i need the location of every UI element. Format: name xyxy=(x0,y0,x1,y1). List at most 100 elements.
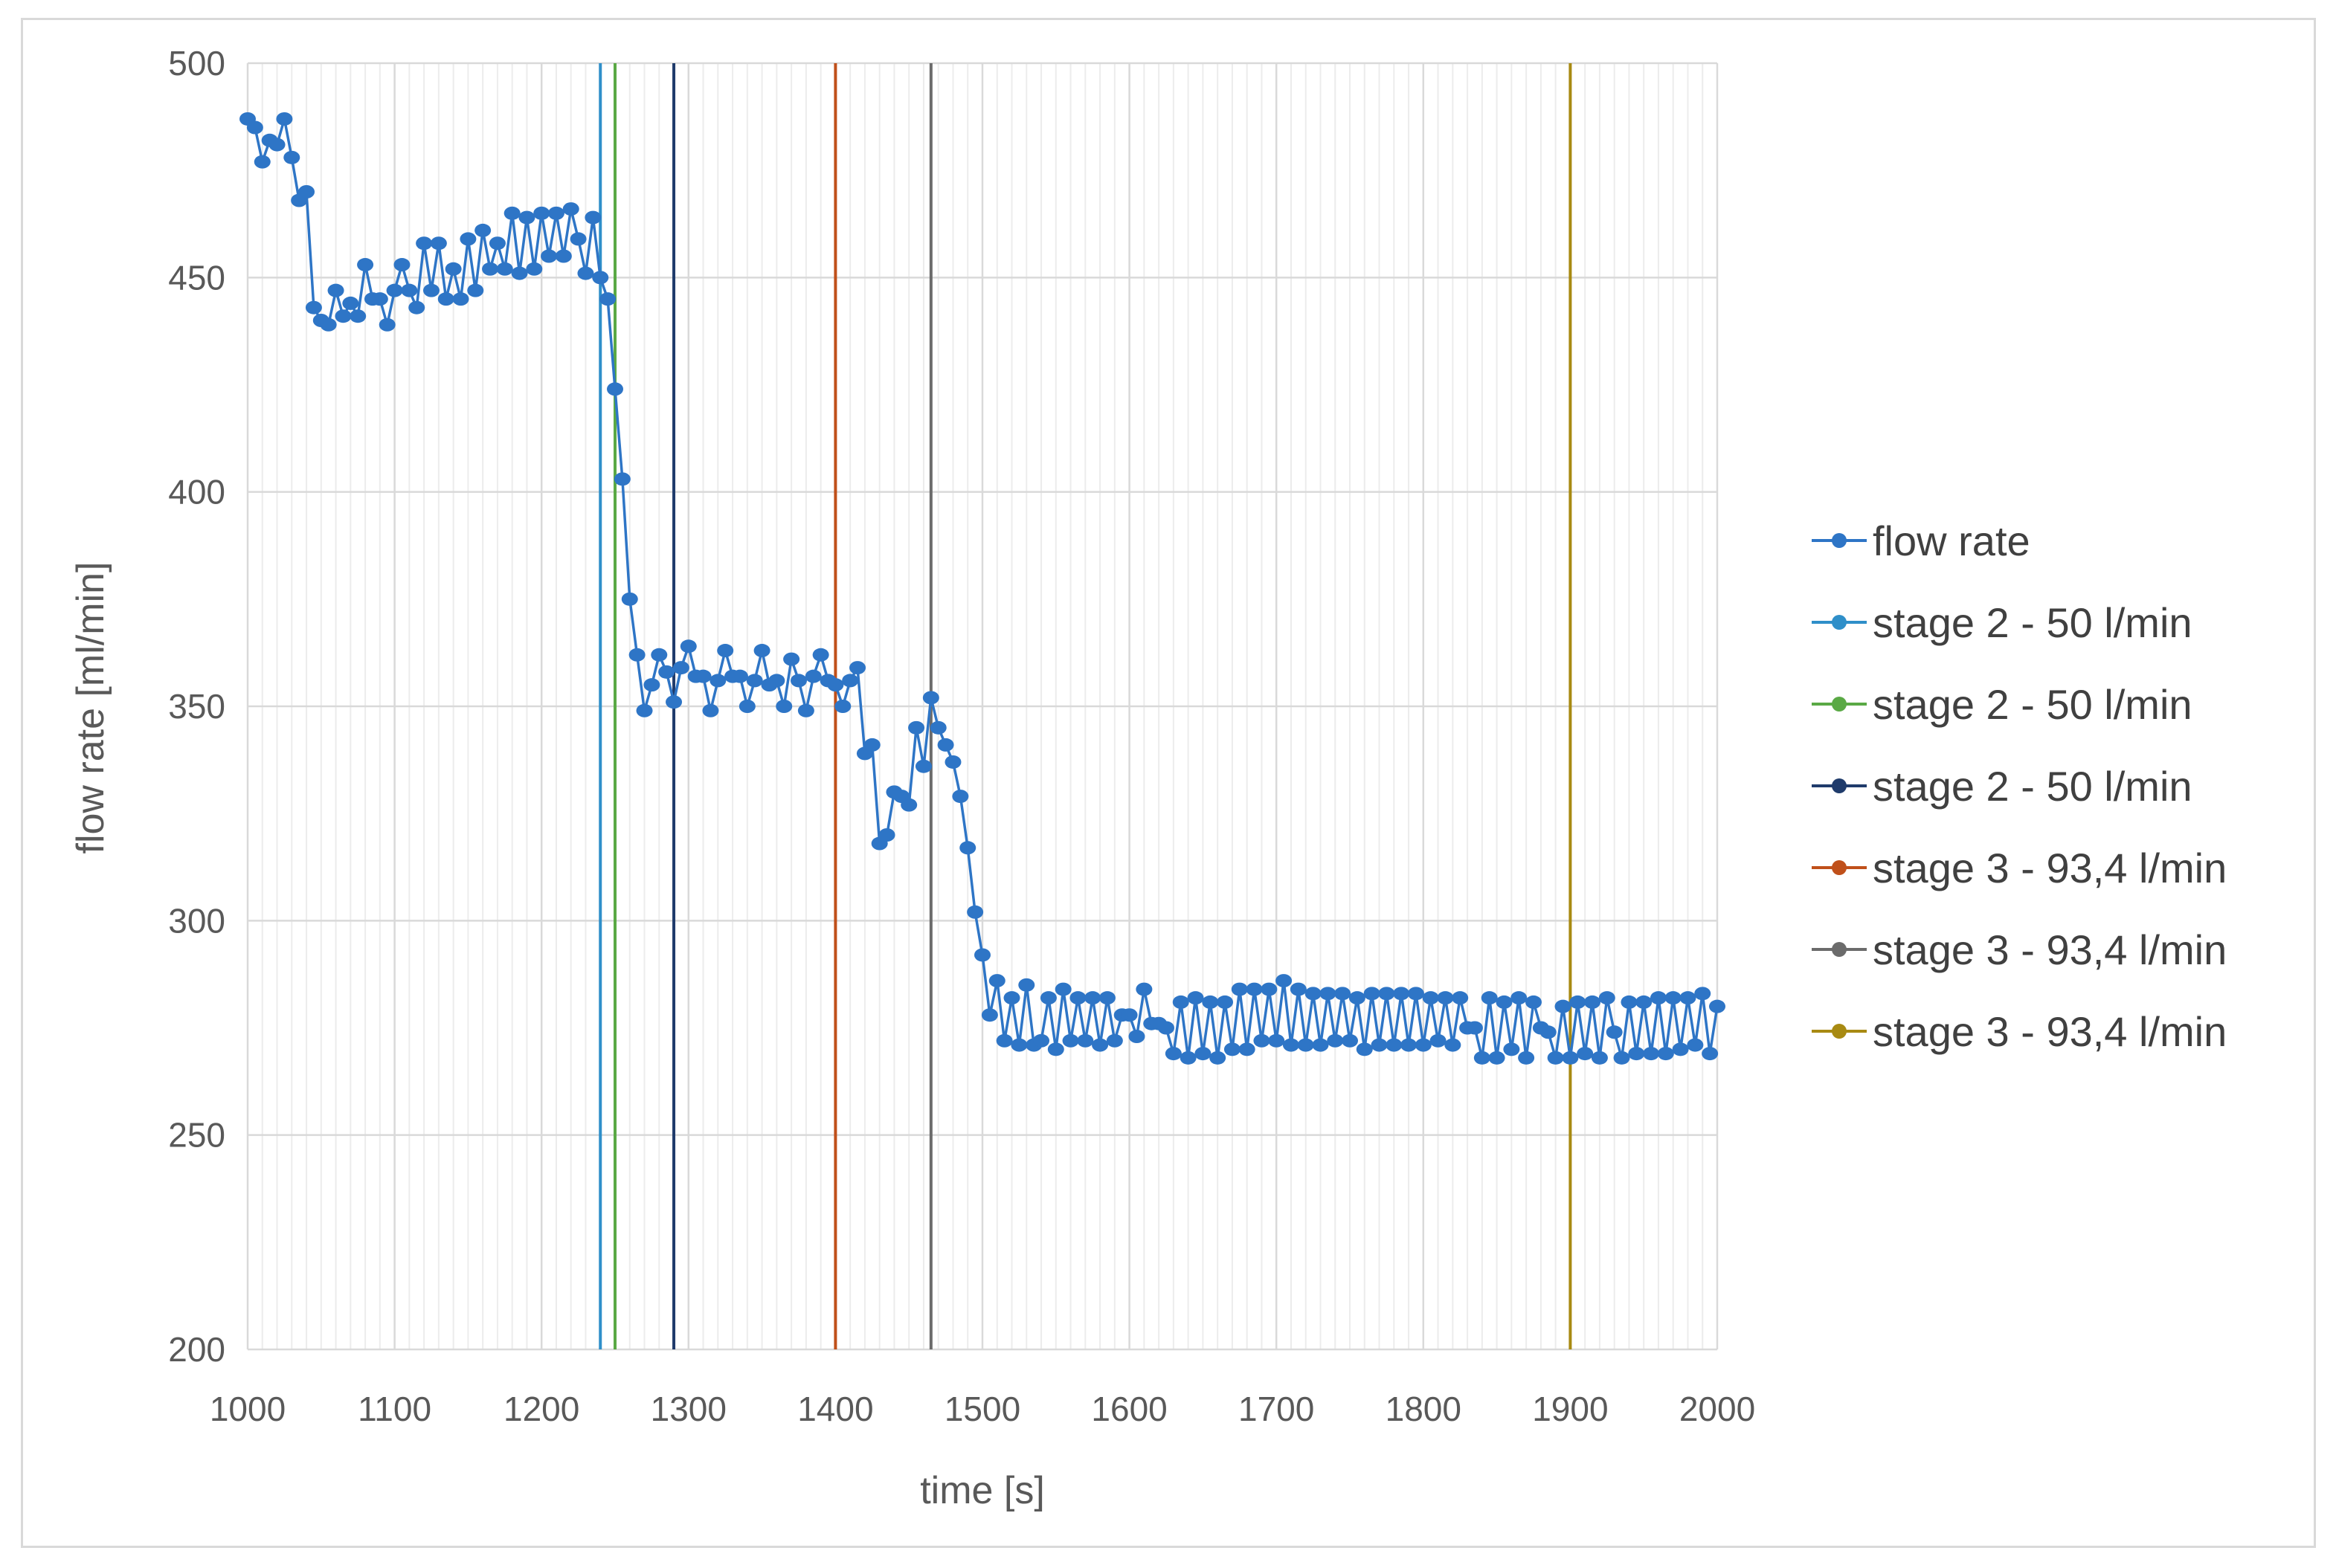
flow-rate-point xyxy=(1223,1042,1241,1056)
flow-rate-point xyxy=(1672,1042,1689,1056)
x-tick-label: 1900 xyxy=(1532,1390,1608,1428)
flow-rate-point xyxy=(1371,1038,1388,1052)
flow-rate-point xyxy=(379,317,396,332)
flow-rate-point xyxy=(1106,1033,1123,1048)
flow-rate-point xyxy=(1547,1051,1564,1065)
flow-rate-point xyxy=(1613,1051,1630,1065)
flow-rate-point xyxy=(592,271,609,285)
x-tick-label: 1200 xyxy=(503,1390,579,1428)
flow-rate-point xyxy=(1452,991,1469,1005)
legend-label-7: stage 3 - 93,4 l/min xyxy=(1873,1008,2227,1055)
legend-swatch-marker-5 xyxy=(1832,860,1847,875)
flow-rate-point xyxy=(1702,1047,1719,1061)
y-axis-title: flow rate [ml/min] xyxy=(69,562,112,854)
flow-rate-point xyxy=(952,790,969,804)
y-tick-label: 450 xyxy=(168,258,225,297)
flow-rate-point xyxy=(430,236,447,251)
y-tick-label: 250 xyxy=(168,1116,225,1155)
flow-rate-point xyxy=(1635,995,1653,1009)
flow-rate-point xyxy=(908,720,925,735)
flow-rate-point xyxy=(797,703,814,717)
legend-label-2: stage 2 - 50 l/min xyxy=(1873,599,2192,646)
flow-rate-point xyxy=(1437,991,1454,1005)
legend: flow rate stage 2 - 50 l/min stage 2 - 50 … xyxy=(1812,517,2227,1055)
flow-rate-point xyxy=(1356,1042,1373,1056)
y-tick-label: 200 xyxy=(168,1330,225,1369)
flow-rate-point xyxy=(1128,1030,1145,1044)
flow-rate-point xyxy=(1297,1038,1314,1052)
flow-rate-point xyxy=(922,691,939,705)
flow-rate-point xyxy=(607,382,623,396)
y-tick-labels: 200 250 300 350 400 450 500 xyxy=(168,44,225,1369)
flow-rate-point xyxy=(342,296,359,310)
flow-rate-point xyxy=(1650,991,1667,1005)
flow-rate-point xyxy=(996,1033,1013,1048)
flow-rate-point xyxy=(371,292,388,306)
x-tick-label: 1300 xyxy=(651,1390,727,1428)
flow-rate-point xyxy=(651,648,668,662)
flow-rate-point xyxy=(246,120,263,135)
flow-rate-point xyxy=(555,249,572,263)
flow-rate-point xyxy=(1643,1047,1660,1061)
flow-rate-point xyxy=(937,738,954,752)
flow-rate-point xyxy=(1363,987,1380,1001)
flow-rate-point xyxy=(423,283,440,297)
x-tick-label: 1000 xyxy=(210,1390,286,1428)
flow-rate-point xyxy=(298,185,315,199)
flow-rate-point xyxy=(1554,999,1571,1013)
flow-rate-point xyxy=(636,703,653,717)
flow-rate-point xyxy=(1342,1033,1358,1048)
flow-rate-point xyxy=(1628,1047,1645,1061)
flow-rate-point xyxy=(1569,995,1586,1009)
flow-rate-point xyxy=(1606,1025,1623,1039)
flow-rate-point xyxy=(1709,999,1725,1013)
x-tick-label: 1700 xyxy=(1238,1390,1314,1428)
flow-rate-point xyxy=(526,262,543,276)
flow-rate-point xyxy=(1657,1047,1674,1061)
flow-rate-point xyxy=(930,720,947,735)
flow-rate-point xyxy=(695,669,712,683)
flow-rate-point xyxy=(1400,1038,1418,1052)
flow-rate-point xyxy=(1334,987,1351,1001)
flow-rate-point xyxy=(1261,982,1278,996)
y-tick-label: 350 xyxy=(168,687,225,726)
flow-rate-point xyxy=(1238,1042,1255,1056)
flow-rate-point xyxy=(1231,982,1248,996)
flow-rate-point xyxy=(408,300,425,314)
flow-rate-point xyxy=(702,703,719,717)
flow-rate-point xyxy=(1121,1008,1138,1022)
flow-rate-point xyxy=(1621,995,1638,1009)
flow-rate-point xyxy=(1158,1021,1174,1035)
flow-rate-point xyxy=(533,206,550,220)
flow-rate-point xyxy=(416,236,433,251)
flow-rate-point xyxy=(1062,1033,1079,1048)
flow-rate-point xyxy=(1444,1038,1461,1052)
flow-rate-point xyxy=(746,674,763,688)
flow-rate-point xyxy=(503,206,521,220)
flow-rate-point xyxy=(327,283,344,297)
flow-rate-point xyxy=(1172,995,1189,1009)
y-tick-label: 400 xyxy=(168,473,225,512)
flow-rate-point xyxy=(658,665,675,679)
flow-rate-point xyxy=(1003,991,1020,1005)
flow-rate-point xyxy=(1092,1038,1109,1052)
flow-rate-point xyxy=(827,678,844,692)
flow-rate-point xyxy=(467,283,484,297)
flow-rate-point xyxy=(981,1008,998,1022)
flow-rate-point xyxy=(643,678,660,692)
flow-rate-point xyxy=(1202,995,1219,1009)
flow-rate-point xyxy=(1209,1051,1226,1065)
flow-rate-point xyxy=(1562,1051,1579,1065)
flow-rate-point xyxy=(511,266,528,280)
flow-rate-point xyxy=(1282,1038,1299,1052)
flow-rate-point xyxy=(672,661,689,675)
flow-rate-point xyxy=(1187,991,1204,1005)
flow-rate-point xyxy=(1194,1047,1212,1061)
flow-rate-point xyxy=(614,472,631,486)
flow-rate-point xyxy=(731,669,748,683)
legend-swatch-marker-4 xyxy=(1832,778,1847,793)
flow-rate-point xyxy=(878,828,895,842)
flow-rate-point xyxy=(1268,1033,1285,1048)
flow-rate-point xyxy=(1180,1051,1197,1065)
flow-rate-point xyxy=(1577,1047,1594,1061)
